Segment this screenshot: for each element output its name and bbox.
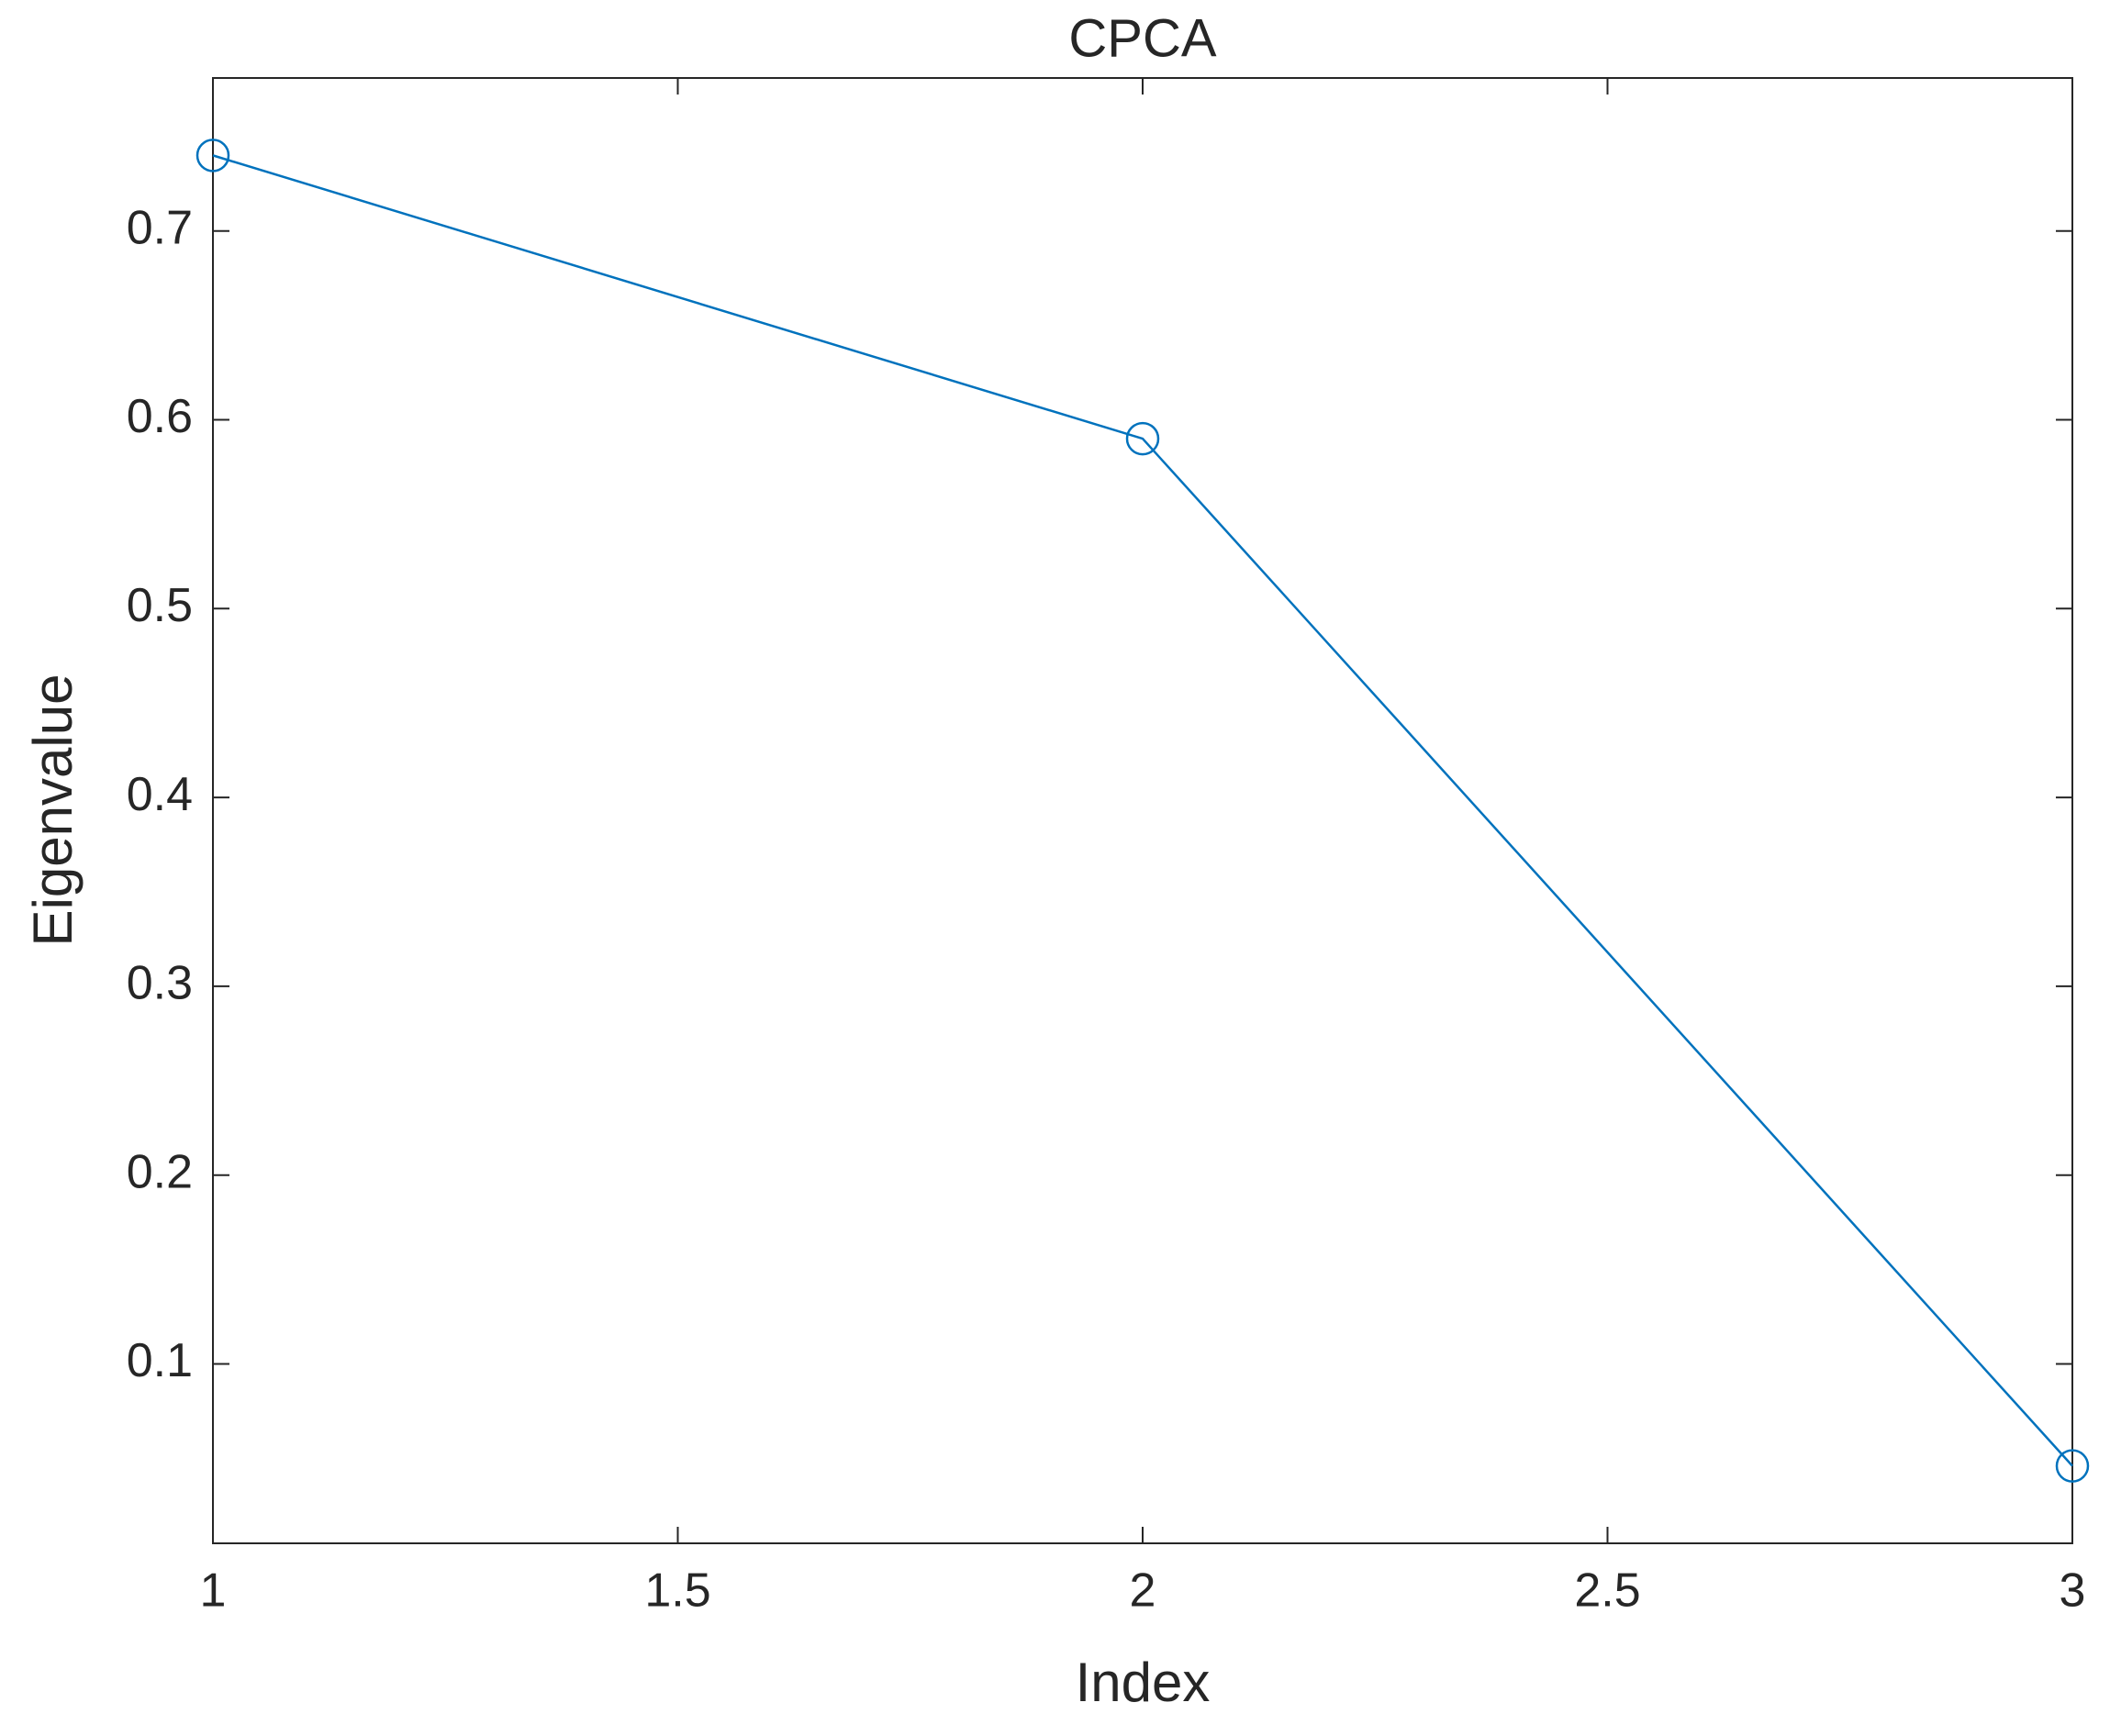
x-axis-label: Index [1076,1652,1211,1713]
x-tick-label: 1.5 [644,1564,710,1618]
y-tick-label: 0.3 [127,957,193,1010]
x-tick-label: 2 [1130,1564,1156,1618]
y-tick-label: 0.4 [127,768,193,821]
data-line [212,154,2073,1467]
data-point [1125,421,1160,456]
y-tick-label: 0.7 [127,201,193,254]
y-axis-label: Eigenvalue [22,674,84,947]
data-point [195,139,230,172]
y-tick-label: 0.1 [127,1334,193,1387]
x-tick-label: 1 [200,1564,227,1618]
data-point [2055,1449,2090,1483]
y-tick-label: 0.5 [127,579,193,632]
plot-frame [212,77,2073,1544]
y-tick-label: 0.2 [127,1145,193,1198]
x-tick-label: 2.5 [1574,1564,1640,1618]
chart-title: CPCA [1068,8,1216,68]
x-tick-label: 3 [2060,1564,2086,1618]
y-tick-label: 0.6 [127,390,193,443]
